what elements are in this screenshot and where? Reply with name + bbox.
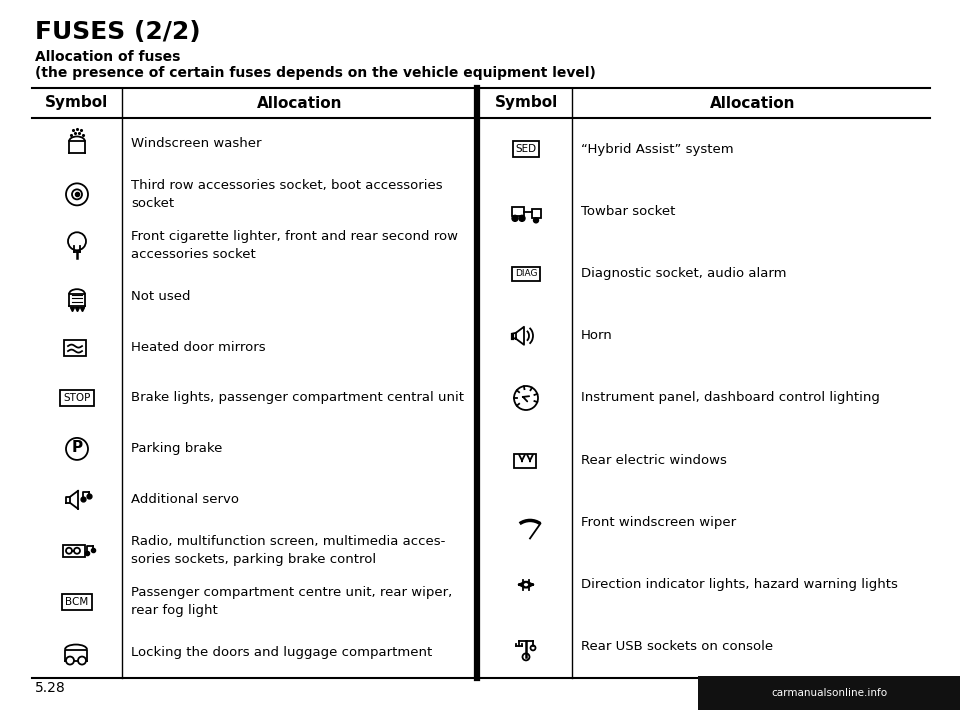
Text: Brake lights, passenger compartment central unit: Brake lights, passenger compartment cent… (131, 391, 464, 405)
Circle shape (512, 215, 518, 222)
Text: Instrument panel, dashboard control lighting: Instrument panel, dashboard control ligh… (581, 391, 880, 405)
Bar (698, 676, 960, 710)
Circle shape (78, 657, 86, 665)
Text: “Hybrid Assist” system: “Hybrid Assist” system (581, 143, 733, 155)
Text: DIAG: DIAG (515, 269, 538, 278)
Text: Allocation: Allocation (256, 96, 343, 111)
Text: Direction indicator lights, hazard warning lights: Direction indicator lights, hazard warni… (581, 578, 898, 591)
Text: Parking brake: Parking brake (131, 442, 223, 455)
Text: Front cigarette lighter, front and rear second row
accessories socket: Front cigarette lighter, front and rear … (131, 230, 458, 261)
Text: (the presence of certain fuses depends on the vehicle equipment level): (the presence of certain fuses depends o… (35, 66, 596, 80)
Text: Heated door mirrors: Heated door mirrors (131, 341, 266, 354)
Text: Front windscreen wiper: Front windscreen wiper (581, 516, 736, 529)
Text: STOP: STOP (63, 393, 90, 403)
Bar (532, 209, 541, 219)
Text: Symbol: Symbol (494, 96, 558, 111)
Text: SED: SED (516, 144, 537, 154)
Text: Symbol: Symbol (45, 96, 108, 111)
Text: Rear USB sockets on console: Rear USB sockets on console (581, 640, 773, 653)
Text: FUSES (2/2): FUSES (2/2) (35, 20, 201, 44)
Text: Diagnostic socket, audio alarm: Diagnostic socket, audio alarm (581, 267, 786, 280)
Text: Additional servo: Additional servo (131, 493, 239, 506)
Text: Allocation: Allocation (709, 96, 795, 111)
Text: Allocation of fuses: Allocation of fuses (35, 50, 180, 64)
Text: Passenger compartment centre unit, rear wiper,
rear fog light: Passenger compartment centre unit, rear … (131, 586, 452, 617)
Text: P: P (72, 440, 84, 455)
Text: Third row accessories socket, boot accessories
socket: Third row accessories socket, boot acces… (131, 179, 443, 209)
Text: Horn: Horn (581, 329, 612, 342)
Text: Windscreen washer: Windscreen washer (131, 137, 261, 150)
Circle shape (519, 215, 525, 222)
Text: Rear electric windows: Rear electric windows (581, 454, 727, 466)
Text: Locking the doors and luggage compartment: Locking the doors and luggage compartmen… (131, 646, 432, 659)
Text: carmanualsonline.info: carmanualsonline.info (771, 688, 887, 698)
Text: Not used: Not used (131, 290, 190, 302)
Bar (63, 545, 85, 557)
Text: BCM: BCM (65, 596, 88, 606)
Circle shape (534, 218, 539, 223)
Circle shape (66, 657, 74, 665)
Bar (64, 340, 86, 356)
Bar (512, 207, 524, 217)
Bar (514, 454, 536, 468)
Text: Radio, multifunction screen, multimedia acces-
sories sockets, parking brake con: Radio, multifunction screen, multimedia … (131, 535, 445, 566)
Text: 5.28: 5.28 (35, 681, 65, 695)
Text: Towbar socket: Towbar socket (581, 204, 676, 218)
